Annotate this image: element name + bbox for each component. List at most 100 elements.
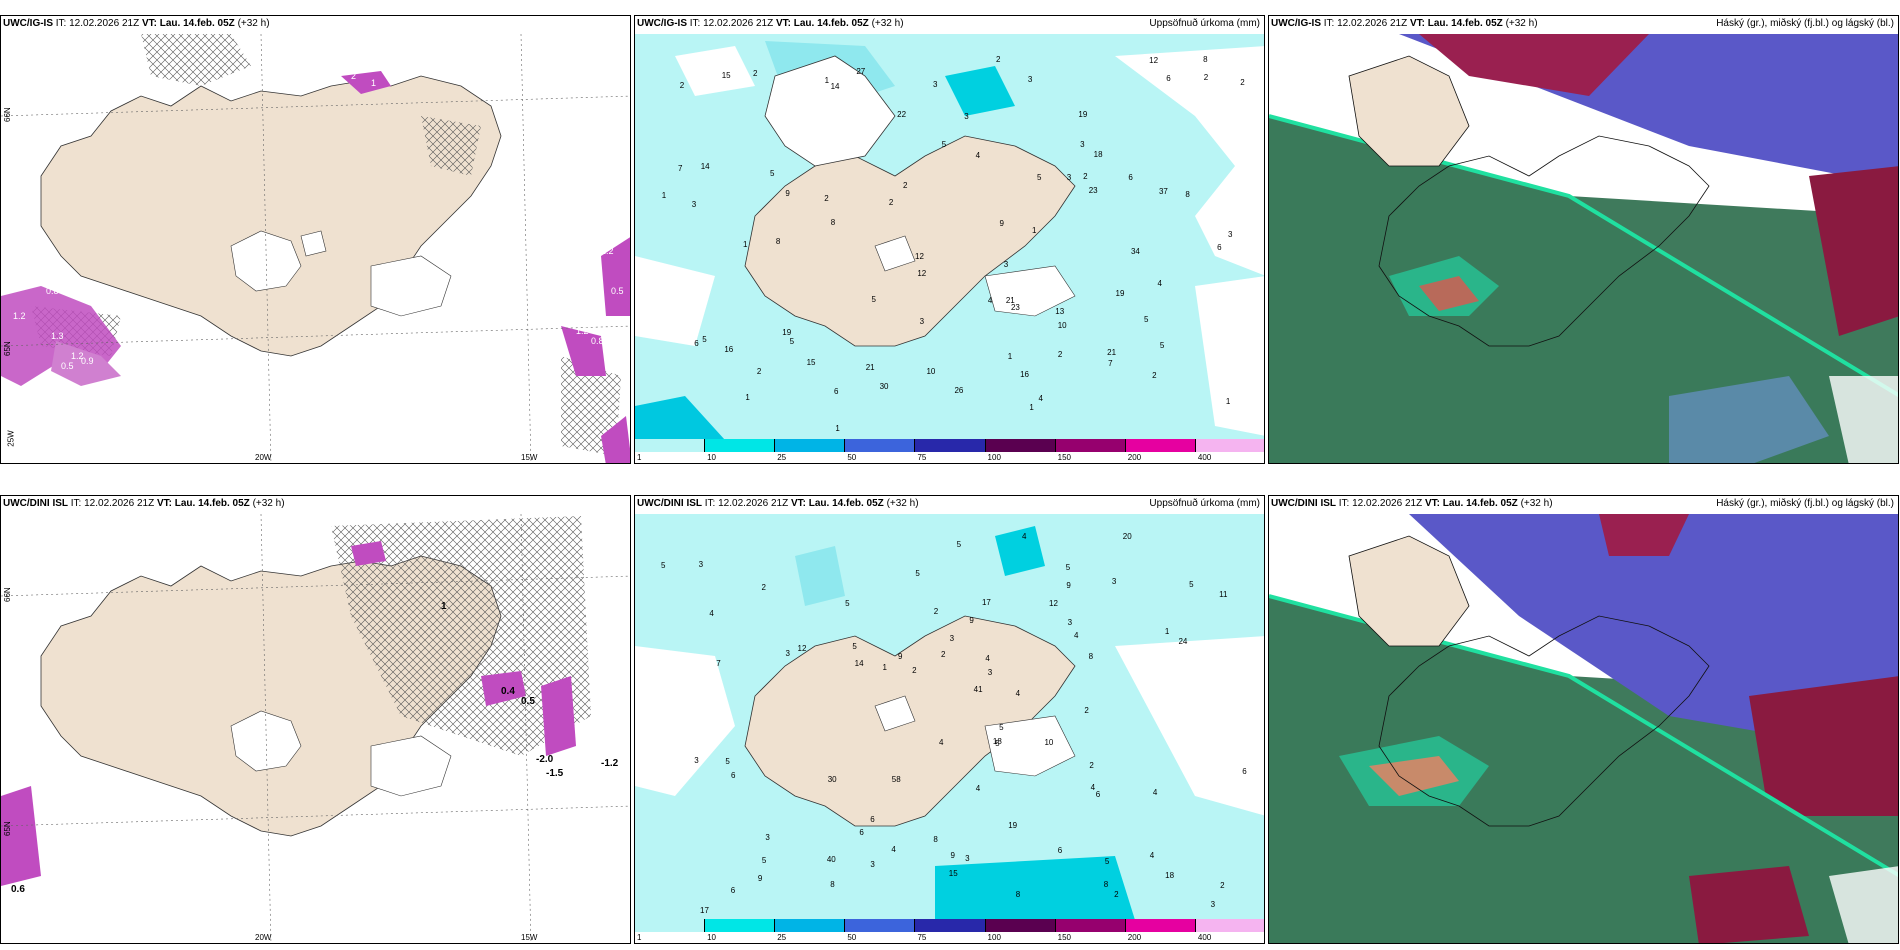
it-value: 12.02.2026 21Z [1352,498,1423,509]
precip-value-label: 37 [1158,186,1168,196]
colorbar-segment [705,439,776,452]
colorbar-segment [705,919,776,932]
precip-value-label: 5 [1143,314,1149,324]
precip-value-label: 6 [1128,173,1133,183]
precip-value-label: 3 [965,854,970,864]
it-label: IT: [1323,18,1335,29]
precip-value-label: 1 [661,190,667,200]
precip-value-label: 4 [1152,787,1158,797]
precip-value-label: 5 [852,641,857,651]
row-igis: UWC/IG-IS IT: 12.02.2026 21Z VT: Lau. 14… [0,0,1900,466]
precip-value-label: 6 [730,885,736,895]
colorbar-tick-label: 1 [637,453,642,462]
precip-value-label: 9 [950,850,955,860]
precip-value-label: 2 [761,583,766,593]
precip-value-label: 12 [797,643,807,653]
colorbar-segment [635,439,706,452]
colorbar-tick-label: 200 [1127,453,1142,462]
precip-map [635,34,1264,440]
precip-value-label: 5 [661,561,666,571]
precip-value-label: 1 [882,662,887,672]
precip-value-label: 5 [1065,562,1071,572]
precip-value-label: 6 [859,828,864,838]
temperature-label: 0.4 [501,686,515,697]
precip-value-label: 7 [716,659,721,669]
precip-value-label: 18 [1093,149,1103,159]
lead-time: (+32 h) [886,498,919,509]
precip-value-label: 6 [694,338,699,348]
precip-value-label: 14 [830,81,840,91]
precip-value-label: 8 [1103,879,1109,889]
lon-label-20w: 20W [255,453,272,462]
precip-value-label: 13 [1055,306,1065,316]
temp-labels-dini: -2.0 -1.5 -1.2 0.4 0.5 1 0.6 [1,496,630,943]
cloud-map [1269,34,1898,463]
precip-value-label: 18 [992,736,1002,746]
model-name: UWC/DINI ISL [637,498,702,509]
panel-header: UWC/IG-IS IT: 12.02.2026 21Z VT: Lau. 14… [1271,18,1896,30]
colorbar-segment [985,439,1056,452]
precip-value-label: 21 [1107,348,1117,358]
lead-time: (+32 h) [1505,18,1538,29]
precip-value-label: 23 [1010,302,1020,312]
temperature-label: -1.2 [601,758,619,769]
wind-temp-map [1,33,630,463]
precip-value-label: 1 [824,75,830,85]
vt-value: Lau. 14.feb. 05Z [159,18,235,29]
colorbar-segment [1125,919,1196,932]
precip-value-label: 12 [915,251,924,261]
temperature-label: 1.2 [576,326,589,336]
colorbar-segment [915,439,986,452]
model-name: UWC/IG-IS [1271,18,1321,29]
lon-label-15w: 15W [521,453,538,462]
precip-value-label: 8 [830,217,836,227]
precip-colorbar: 1 10 25 50 75 100 150 200 400 [635,439,1264,463]
precip-value-label: 20 [1122,532,1132,542]
lead-time: (+32 h) [1520,498,1553,509]
precip-value-label: 8 [1185,190,1190,200]
precip-value-label: 7 [1108,359,1113,369]
it-label: IT: [1338,498,1350,509]
vt-value: Lau. 14.feb. 05Z [1442,498,1518,509]
panel-header: UWC/IG-IS IT: 12.02.2026 21Z VT: Lau. 14… [637,18,1262,30]
it-label: IT: [55,18,67,29]
it-value: 12.02.2026 21Z [718,498,789,509]
precip-value-label: 2 [1089,760,1094,770]
precip-value-label: 16 [1020,369,1029,379]
precip-value-label: 11 [1219,589,1228,599]
precip-value-label: 4 [891,845,896,855]
precip-value-label: 2 [1203,73,1209,83]
panel-wind-temp-igis: UWC/IG-IS IT: 12.02.2026 21Z VT: Lau. 14… [0,15,631,464]
precip-value-label: 3 [964,112,969,122]
precip-value-label: 3 [698,560,704,570]
precip-value-label: 3 [765,832,770,842]
precip-value-label: 10 [926,366,936,376]
precip-value-label: 5 [761,855,767,865]
temperature-label: -2.0 [536,754,554,765]
panel-cloud-dini: UWC/DINI ISL IT: 12.02.2026 21Z VT: Lau.… [1268,495,1899,944]
temperature-label: 0.6 [11,884,25,895]
precip-value-label: 4 [975,150,981,160]
vt-value: Lau. 14.feb. 05Z [1427,18,1503,29]
precip-value-label: 7 [677,164,683,174]
model-name: UWC/DINI ISL [3,498,68,509]
precip-value-label: 1 [742,239,748,249]
colorbar-tick-label: 100 [987,933,1001,942]
precip-title: Uppsöfnuð úrkoma (mm) [1149,18,1260,29]
precip-value-label: 9 [897,651,903,661]
precip-value-label: 4 [1015,689,1021,699]
panel-header: UWC/DINI ISL IT: 12.02.2026 21Z VT: Lau.… [637,498,1262,510]
precip-value-label: 3 [1080,139,1085,149]
precip-value-label: 4 [985,653,990,663]
it-value: 12.02.2026 21Z [84,498,155,509]
panel-header: UWC/DINI ISL IT: 12.02.2026 21Z VT: Lau.… [3,498,630,510]
precip-value-label: 6 [870,814,875,824]
colorbar-tick-label: 25 [777,453,787,462]
precip-value-label: 2 [1220,880,1225,890]
precip-value-label: 1 [1007,351,1013,361]
precip-value-label: 2 [941,649,946,659]
precip-value-label: 58 [891,775,901,785]
precip-value-label: 5 [871,294,876,304]
precip-value-label: 9 [1066,581,1071,591]
precip-value-label: 15 [721,70,731,80]
